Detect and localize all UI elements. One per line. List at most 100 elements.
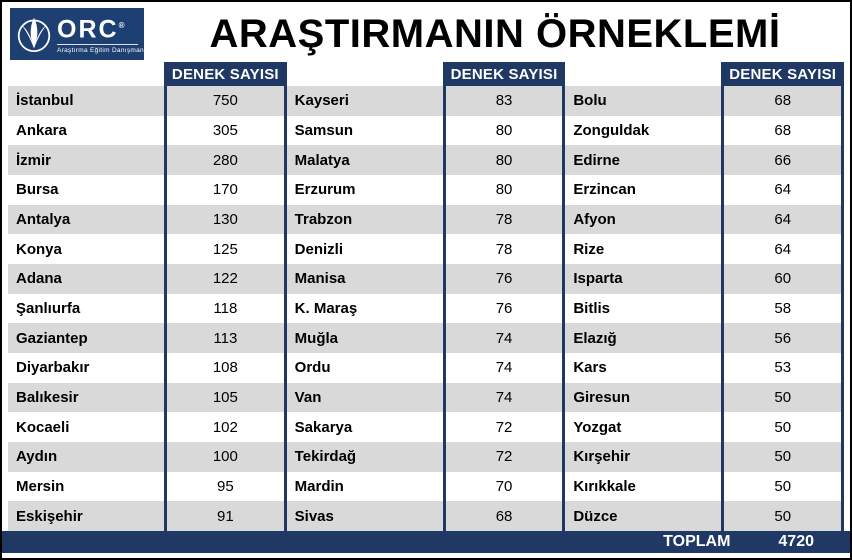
value-cell: 80 bbox=[442, 175, 566, 205]
value-cell: 102 bbox=[164, 412, 287, 443]
value-cell: 74 bbox=[442, 382, 566, 413]
city-cell: Aydın bbox=[16, 448, 58, 466]
table-row: Kırşehir 50 bbox=[565, 442, 845, 472]
city-cell: Sivas bbox=[294, 507, 334, 525]
city-cell: Adana bbox=[16, 270, 62, 288]
page-title: ARAŞTIRMANIN ÖRNEKLEMİ bbox=[209, 11, 781, 56]
orc-logo-text: ORC® Araştırma Eğitim Danışmanlık bbox=[57, 13, 151, 54]
table-row: Denizli 78 bbox=[287, 234, 566, 265]
value-cell: 68 bbox=[721, 115, 845, 146]
table-row: K. Maraş 76 bbox=[287, 293, 566, 324]
value-cell: 118 bbox=[164, 293, 287, 324]
table-row: Konya 125 bbox=[8, 234, 287, 265]
denek-sayisi-header: DENEK SAYISI bbox=[442, 62, 566, 86]
value-cell: 122 bbox=[164, 264, 287, 294]
table-row: Sivas 68 bbox=[286, 501, 566, 532]
table-group-1: DENEK SAYISI İstanbul 750 Ankara 305 İzmir 28… bbox=[8, 62, 287, 532]
city-cell: Balıkesir bbox=[16, 389, 79, 407]
table-row: Gaziantep 113 bbox=[8, 323, 287, 354]
city-cell: Afyon bbox=[573, 211, 616, 229]
table-row: Şanlıurfa 118 bbox=[8, 293, 287, 324]
city-cell: Konya bbox=[16, 240, 62, 258]
value-cell: 305 bbox=[164, 115, 287, 146]
city-cell: K. Maraş bbox=[294, 300, 358, 318]
city-cell: Bursa bbox=[16, 181, 59, 199]
table-row: Mardin 70 bbox=[287, 471, 566, 502]
table-row: Diyarbakır 108 bbox=[8, 353, 287, 383]
table-group-2: DENEK SAYISI Kayseri 83 Samsun 80 Malatya 80 E… bbox=[286, 62, 566, 532]
value-cell: 113 bbox=[164, 323, 287, 354]
city-cell: Kırıkkale bbox=[573, 478, 636, 496]
table-row: Bursa 170 bbox=[8, 175, 287, 205]
city-cell: Bolu bbox=[573, 92, 607, 110]
table-row: Kocaeli 102 bbox=[8, 412, 287, 443]
table-row: Giresun 50 bbox=[565, 382, 845, 413]
value-cell: 60 bbox=[721, 264, 845, 294]
denek-sayisi-header: DENEK SAYISI bbox=[164, 62, 287, 86]
value-cell: 280 bbox=[164, 145, 287, 176]
city-cell: Gaziantep bbox=[16, 329, 88, 347]
value-cell: 72 bbox=[442, 412, 566, 443]
registered-mark: ® bbox=[118, 21, 125, 31]
city-cell: Ankara bbox=[16, 122, 67, 139]
table-row: Ankara 305 bbox=[8, 115, 287, 146]
orc-logo-icon bbox=[17, 17, 51, 52]
city-cell: Tekirdağ bbox=[294, 448, 357, 466]
table-row: Bolu 68 bbox=[565, 86, 845, 116]
city-cell: Samsun bbox=[294, 122, 354, 139]
city-cell: Zonguldak bbox=[573, 122, 650, 139]
table-row: Van 74 bbox=[286, 382, 566, 413]
value-cell: 83 bbox=[442, 86, 566, 116]
table-row: Aydın 100 bbox=[8, 442, 287, 472]
total-bar: TOPLAM 4720 bbox=[2, 531, 850, 553]
city-cell: Ordu bbox=[294, 359, 331, 377]
city-cell: İzmir bbox=[16, 151, 52, 169]
table-row: Mersin 95 bbox=[8, 471, 287, 502]
value-cell: 105 bbox=[164, 382, 287, 413]
table-row: Muğla 74 bbox=[286, 323, 566, 354]
value-cell: 64 bbox=[721, 175, 845, 205]
value-cell: 78 bbox=[442, 234, 566, 265]
value-cell: 76 bbox=[442, 293, 566, 324]
value-cell: 80 bbox=[442, 115, 566, 146]
table-row: Kars 53 bbox=[565, 353, 845, 383]
city-cell: Erzincan bbox=[573, 181, 636, 199]
value-cell: 91 bbox=[164, 501, 287, 532]
table-row: Trabzon 78 bbox=[286, 204, 566, 235]
table-row: Kayseri 83 bbox=[286, 86, 566, 116]
table-rows: İstanbul 750 Ankara 305 İzmir 280 Bursa 170 Anta… bbox=[8, 86, 287, 532]
value-cell: 56 bbox=[721, 323, 845, 354]
value-cell: 70 bbox=[442, 471, 566, 502]
city-cell: Giresun bbox=[573, 389, 631, 407]
table-rows: Bolu 68 Zonguldak 68 Edirne 66 Erzincan 64 Afyon… bbox=[565, 86, 845, 532]
value-cell: 53 bbox=[721, 353, 845, 383]
value-cell: 78 bbox=[442, 204, 566, 235]
city-cell: Antalya bbox=[16, 211, 71, 229]
city-cell: Bitlis bbox=[573, 300, 611, 318]
table-header-row: DENEK SAYISI bbox=[565, 62, 845, 86]
value-cell: 50 bbox=[721, 412, 845, 443]
slide-header: ORC® Araştırma Eğitim Danışmanlık ARAŞTI… bbox=[2, 2, 850, 62]
city-cell: Erzurum bbox=[294, 181, 356, 199]
table-row: Eskişehir 91 bbox=[8, 501, 287, 532]
value-cell: 50 bbox=[721, 501, 845, 532]
table-group-3: DENEK SAYISI Bolu 68 Zonguldak 68 Edirne 66 Er… bbox=[565, 62, 845, 532]
table-header-row: DENEK SAYISI bbox=[8, 62, 287, 86]
value-cell: 50 bbox=[721, 471, 845, 502]
city-cell: Elazığ bbox=[573, 329, 617, 347]
value-cell: 130 bbox=[164, 204, 287, 235]
table-row: Bitlis 58 bbox=[565, 293, 845, 324]
denek-sayisi-header: DENEK SAYISI bbox=[721, 62, 845, 86]
city-header-cell bbox=[286, 62, 443, 86]
value-cell: 74 bbox=[442, 323, 566, 354]
value-cell: 76 bbox=[442, 264, 566, 294]
table-row: Rize 64 bbox=[565, 234, 845, 265]
city-cell: Mardin bbox=[294, 478, 344, 496]
value-cell: 80 bbox=[442, 145, 566, 176]
table-row: Erzincan 64 bbox=[565, 175, 845, 205]
orc-logo-word: ORC® bbox=[57, 13, 138, 43]
table-row: Samsun 80 bbox=[287, 115, 566, 146]
table-row: Zonguldak 68 bbox=[565, 115, 845, 146]
table-row: Afyon 64 bbox=[565, 204, 845, 235]
